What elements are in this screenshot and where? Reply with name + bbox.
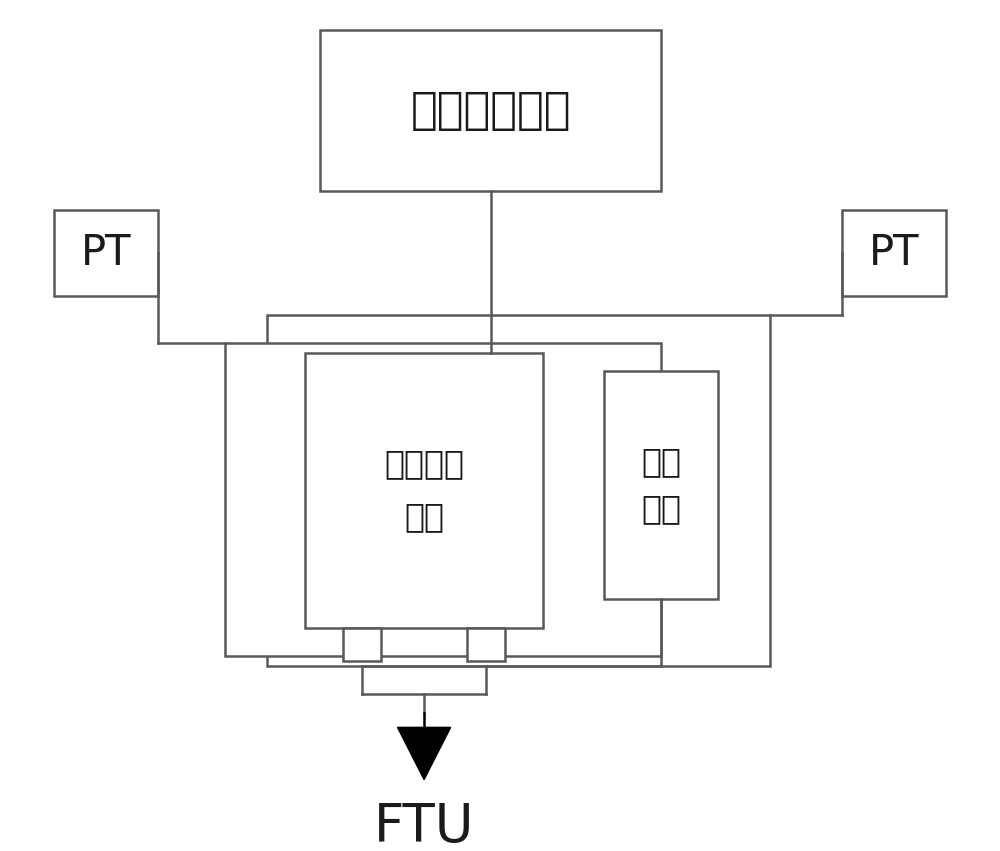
Text: 池盒: 池盒: [641, 493, 681, 526]
Bar: [343, 628, 381, 661]
Text: PT: PT: [869, 231, 919, 274]
Bar: [467, 628, 505, 661]
Bar: [842, 210, 946, 295]
Bar: [320, 30, 661, 191]
Bar: [604, 372, 718, 599]
Text: 终端: 终端: [404, 500, 444, 534]
Text: 蓄电: 蓄电: [641, 445, 681, 478]
Bar: [225, 343, 661, 656]
Polygon shape: [398, 728, 451, 780]
Text: FTU: FTU: [374, 801, 474, 851]
Bar: [305, 352, 543, 628]
Bar: [54, 210, 158, 295]
Text: 一次开关设备: 一次开关设备: [410, 89, 571, 132]
Text: 罩式结构: 罩式结构: [384, 447, 464, 480]
Bar: [267, 315, 770, 665]
Text: PT: PT: [81, 231, 131, 274]
